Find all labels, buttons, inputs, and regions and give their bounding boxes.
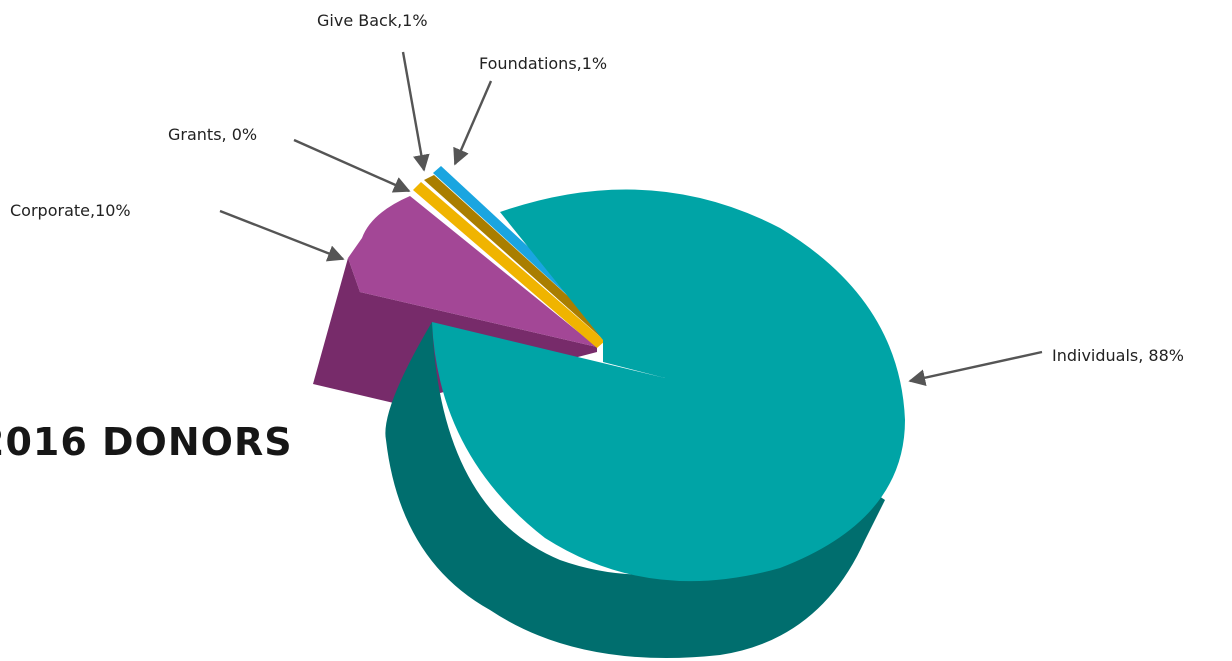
chart-title: 2016 DONORS (0, 420, 293, 464)
leader-grants (293, 138, 411, 193)
leader-individuals (908, 350, 1043, 386)
slice-grants (413, 182, 605, 348)
slice-give-back (424, 175, 611, 341)
slice-individuals (432, 189, 905, 582)
label-foundations: Foundations,1% (479, 54, 607, 73)
slice-individuals-side (385, 322, 885, 658)
leader-corporate (219, 209, 345, 262)
label-give-back: Give Back,1% (317, 11, 428, 30)
label-individuals: Individuals, 88% (1052, 346, 1184, 365)
label-corporate: Corporate,10% (10, 201, 131, 220)
leader-foundations (453, 80, 493, 166)
leader-give-back (401, 51, 430, 172)
slice-corporate (348, 196, 597, 347)
label-grants: Grants, 0% (168, 125, 257, 144)
